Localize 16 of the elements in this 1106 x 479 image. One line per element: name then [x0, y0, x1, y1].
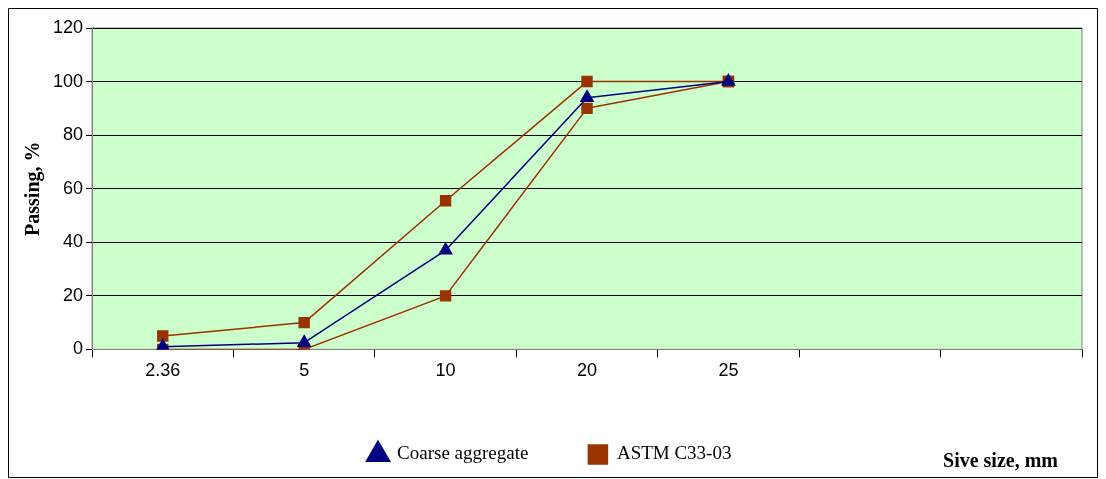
- x-tick-label: 2.36: [145, 360, 181, 381]
- y-axis-title: Passing, %: [21, 141, 45, 236]
- x-tick-label: 25: [718, 360, 739, 381]
- y-tick-label: 60: [63, 177, 84, 198]
- legend-label: Coarse aggregate: [397, 442, 529, 464]
- y-tick-label: 100: [52, 70, 84, 91]
- y-tick-label: 40: [63, 231, 84, 252]
- y-tick-label: 80: [63, 124, 84, 145]
- x-tick-label: 20: [577, 360, 598, 381]
- y-tick-label: 20: [63, 284, 84, 305]
- x-tick-label: 10: [435, 360, 456, 381]
- y-tick-label: 0: [73, 338, 84, 359]
- x-tick-label: 5: [299, 360, 310, 381]
- x-axis-title: Sive size, mm: [943, 449, 1059, 472]
- y-tick-label: 120: [52, 16, 84, 37]
- legend-label: ASTM C33-03: [616, 442, 732, 464]
